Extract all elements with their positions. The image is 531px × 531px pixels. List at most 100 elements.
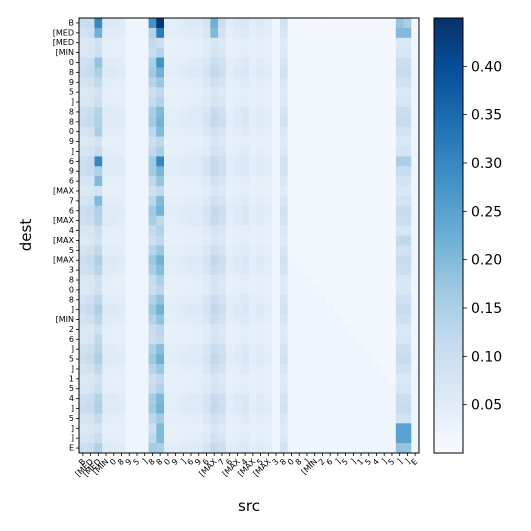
- heatmap-cell: [279, 443, 288, 454]
- heatmap-cell: [117, 146, 126, 157]
- heatmap-cell: [264, 77, 273, 88]
- heatmap-cell: [303, 334, 312, 345]
- heatmap-cell: [133, 433, 142, 444]
- heatmap-cell: [233, 413, 242, 424]
- heatmap-cell: [303, 176, 312, 187]
- heatmap-cell: [295, 275, 304, 286]
- heatmap-cell: [133, 205, 142, 217]
- heatmap-cell: [272, 403, 281, 414]
- heatmap-cell: [148, 373, 157, 385]
- heatmap-cell: [218, 354, 227, 365]
- heatmap-cell: [310, 67, 319, 78]
- heatmap-cell: [334, 18, 343, 29]
- heatmap-cell: [334, 116, 343, 128]
- heatmap-cell: [256, 423, 265, 434]
- heatmap-cell: [140, 47, 149, 58]
- heatmap-cell: [272, 156, 281, 167]
- heatmap-cell: [102, 284, 111, 296]
- heatmap-cell: [279, 423, 288, 434]
- heatmap-cell: [279, 106, 288, 118]
- heatmap-cell: [403, 205, 412, 217]
- heatmap-cell: [318, 77, 327, 88]
- heatmap-cell: [125, 87, 134, 98]
- y-tick-label: [MED: [53, 28, 74, 37]
- heatmap-cell: [310, 314, 319, 325]
- heatmap-cell: [109, 156, 118, 167]
- heatmap-cell: [218, 18, 227, 29]
- heatmap-cell: [326, 364, 335, 375]
- heatmap-cell: [171, 383, 180, 394]
- heatmap-cell: [179, 97, 188, 108]
- heatmap-cell: [341, 354, 350, 365]
- x-tick-label: 7: [216, 457, 226, 467]
- heatmap-cell: [194, 18, 203, 29]
- heatmap-cell: [225, 67, 234, 78]
- colorbar-tick-label: 0.10: [471, 349, 502, 365]
- heatmap-cell: [187, 27, 196, 39]
- heatmap-cell: [395, 324, 404, 335]
- heatmap-cell: [171, 245, 180, 256]
- heatmap-cell: [125, 403, 134, 414]
- heatmap-cell: [372, 87, 381, 98]
- heatmap-cell: [86, 255, 95, 266]
- heatmap-cell: [287, 225, 296, 236]
- heatmap-cell: [411, 423, 420, 434]
- heatmap-cell: [380, 176, 389, 187]
- x-tick-label: 6: [185, 457, 195, 467]
- heatmap-cell: [326, 265, 335, 276]
- heatmap-cell: [403, 166, 412, 177]
- heatmap-cell: [395, 314, 404, 325]
- heatmap-cell: [117, 354, 126, 365]
- heatmap-cell: [233, 215, 242, 226]
- heatmap-cell: [395, 334, 404, 345]
- heatmap-cell: [403, 18, 412, 29]
- heatmap-cell: [287, 364, 296, 375]
- heatmap-cell: [210, 423, 219, 434]
- heatmap-cell: [94, 314, 103, 325]
- heatmap-cell: [140, 275, 149, 286]
- heatmap-cell: [218, 186, 227, 197]
- heatmap-cell: [287, 215, 296, 226]
- heatmap-cell: [380, 284, 389, 296]
- heatmap-cell: [295, 393, 304, 404]
- heatmap-cell: [133, 27, 142, 39]
- heatmap-cell: [388, 195, 397, 207]
- heatmap-cell: [241, 393, 250, 404]
- heatmap-cell: [357, 364, 366, 375]
- heatmap-cell: [164, 304, 173, 315]
- heatmap-cell: [357, 126, 366, 137]
- heatmap-cell: [411, 156, 420, 167]
- heatmap-cell: [295, 87, 304, 98]
- heatmap-cell: [117, 364, 126, 375]
- heatmap-cell: [109, 67, 118, 78]
- heatmap-cell: [310, 423, 319, 434]
- heatmap-cell: [357, 344, 366, 355]
- heatmap-cell: [357, 195, 366, 207]
- heatmap-cell: [164, 205, 173, 217]
- heatmap-cell: [179, 275, 188, 286]
- heatmap-cell: [310, 433, 319, 444]
- heatmap-cell: [148, 413, 157, 424]
- heatmap-cell: [279, 195, 288, 207]
- heatmap-cell: [202, 176, 211, 187]
- y-tick-label: 9: [69, 78, 74, 87]
- heatmap-cell: [287, 275, 296, 286]
- heatmap-cell: [326, 116, 335, 128]
- heatmap-cell: [372, 126, 381, 137]
- heatmap-cell: [318, 186, 327, 197]
- heatmap-cell: [310, 403, 319, 414]
- heatmap-cell: [303, 245, 312, 256]
- heatmap-cell: [372, 67, 381, 78]
- heatmap-cell: [411, 265, 420, 276]
- heatmap-cell: [218, 205, 227, 217]
- x-tick-label: ]: [303, 457, 312, 466]
- heatmap-cell: [303, 443, 312, 454]
- x-tick-label: B: [77, 457, 87, 467]
- heatmap-cell: [171, 205, 180, 217]
- heatmap-cell: [372, 27, 381, 39]
- heatmap-cell: [164, 166, 173, 177]
- heatmap-cell: [295, 116, 304, 128]
- heatmap-cell: [403, 265, 412, 276]
- heatmap-cell: [380, 166, 389, 177]
- y-tick-label: ]: [71, 364, 74, 373]
